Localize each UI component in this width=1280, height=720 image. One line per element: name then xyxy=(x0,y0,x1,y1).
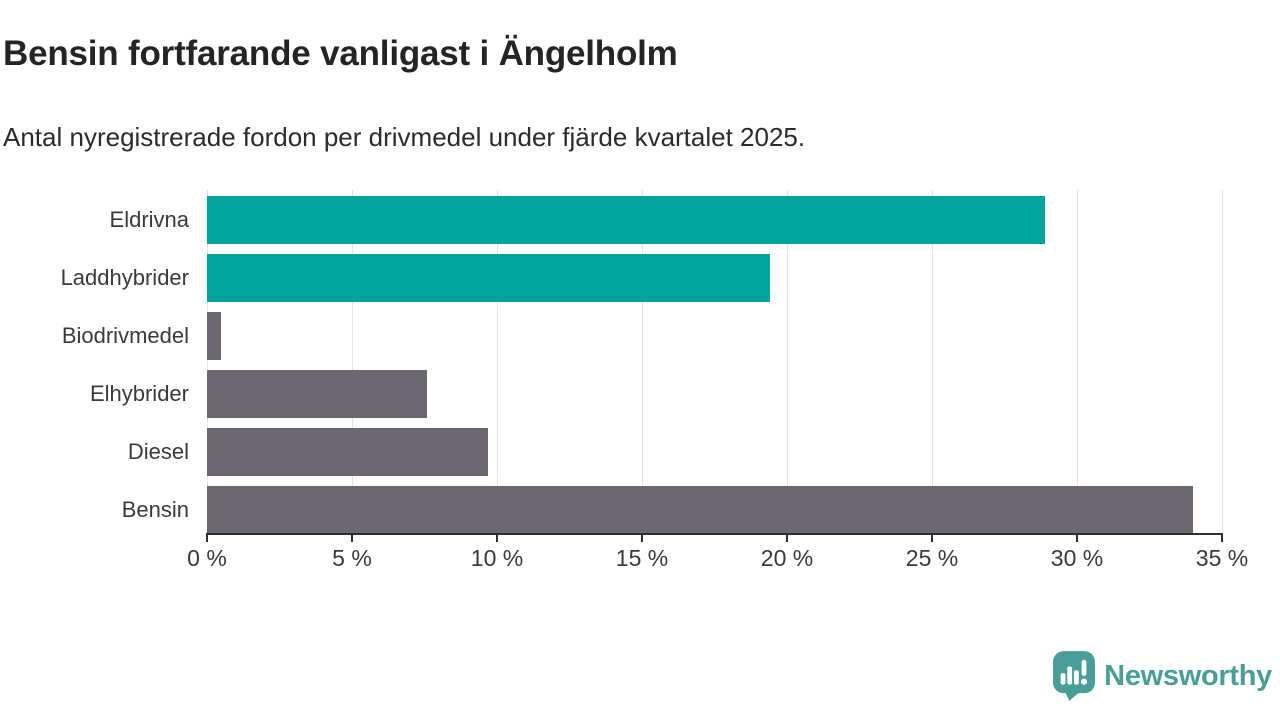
bar-elhybrider xyxy=(207,370,428,418)
gridline-10 xyxy=(497,190,498,533)
x-tick-label-25: 25 % xyxy=(905,545,959,571)
bar-biodrivmedel xyxy=(207,312,222,360)
x-axis-line xyxy=(206,533,1223,535)
x-tick-30 xyxy=(1076,535,1078,542)
x-tick-15 xyxy=(641,535,643,542)
x-tick-label-35: 35 % xyxy=(1195,545,1249,571)
bar-bensin xyxy=(207,486,1193,534)
category-label-laddhybrider: Laddhybrider xyxy=(60,265,189,290)
bar-eldrivna xyxy=(207,196,1046,244)
gridline-30 xyxy=(1077,190,1078,533)
category-label-diesel: Diesel xyxy=(127,439,189,464)
x-tick-label-5: 5 % xyxy=(332,545,372,571)
newsworthy-speech-bubble-icon xyxy=(1053,651,1096,701)
x-tick-label-20: 20 % xyxy=(760,545,814,571)
x-tick-10 xyxy=(496,535,498,542)
gridline-25 xyxy=(932,190,933,533)
x-tick-35 xyxy=(1221,535,1223,542)
x-tick-label-30: 30 % xyxy=(1050,545,1104,571)
x-tick-label-0: 0 % xyxy=(187,545,227,571)
x-tick-25 xyxy=(931,535,933,542)
category-label-bensin: Bensin xyxy=(121,497,189,522)
gridline-20 xyxy=(787,190,788,533)
x-tick-0 xyxy=(206,535,208,542)
x-axis-ticks xyxy=(206,535,1223,543)
newsworthy-logo: Newsworthy xyxy=(1053,651,1272,701)
chart-subtitle: Antal nyregistrerade fordon per drivmede… xyxy=(3,122,806,152)
category-label-biodrivmedel: Biodrivmedel xyxy=(61,323,189,348)
gridline-5 xyxy=(352,190,353,533)
bar-laddhybrider xyxy=(207,254,770,302)
x-tick-20 xyxy=(786,535,788,542)
y-axis-labels: Eldrivna Laddhybrider Biodrivmedel Elhybrid… xyxy=(0,190,189,533)
gridline-35 xyxy=(1222,190,1223,533)
x-axis-tick-labels: 0 % 5 % 10 % 15 % 20 % 25 % 30 % 35 % xyxy=(187,545,1248,575)
chart-title: Bensin fortfarande vanligast i Ängelholm xyxy=(3,34,678,73)
category-label-eldrivna: Eldrivna xyxy=(109,207,189,232)
x-tick-5 xyxy=(351,535,353,542)
category-label-elhybrider: Elhybrider xyxy=(89,381,189,406)
plot-area xyxy=(207,190,1223,534)
newsworthy-logo-text: Newsworthy xyxy=(1104,659,1272,692)
gridline-0 xyxy=(207,190,208,533)
x-tick-label-10: 10 % xyxy=(470,545,524,571)
gridline-15 xyxy=(642,190,643,533)
bar-diesel xyxy=(207,428,489,476)
x-tick-label-15: 15 % xyxy=(615,545,669,571)
